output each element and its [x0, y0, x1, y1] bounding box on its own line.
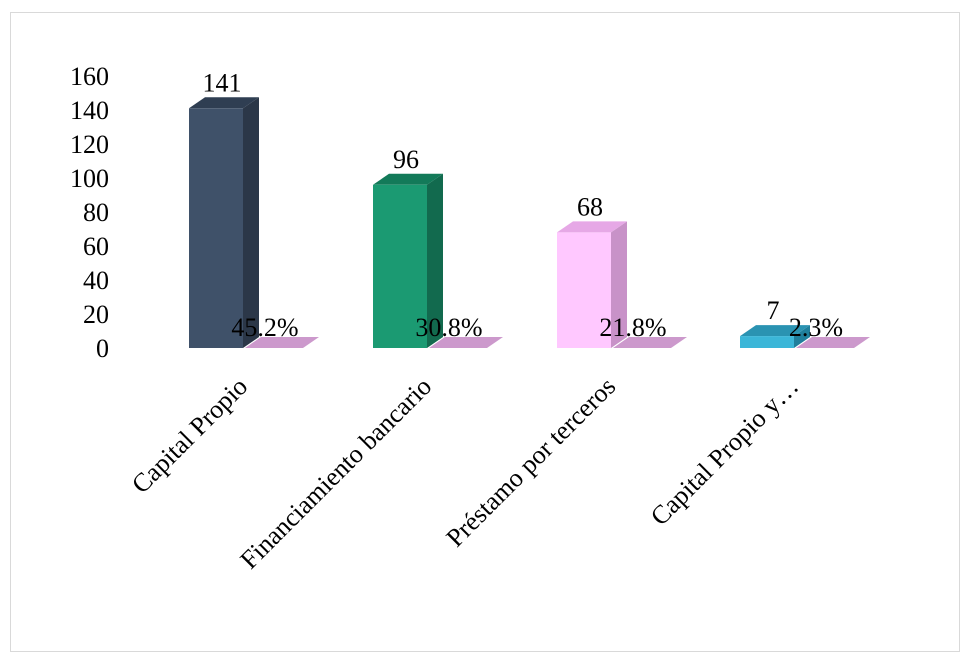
category-label: Capital Propio y…: [645, 372, 804, 531]
bar-top: [740, 325, 810, 337]
percent-label: 30.8%: [415, 313, 482, 342]
percent-bar: [613, 337, 687, 348]
y-tick-label: 60: [83, 232, 109, 261]
bar: [557, 232, 611, 348]
bar-side: [794, 325, 810, 348]
y-tick-label: 0: [96, 334, 109, 363]
bar: [740, 336, 794, 348]
data-labels-layer: 141 45.2% 96 30.8% 68 21.8% 7 2.3%: [203, 68, 844, 342]
bar-top: [557, 221, 627, 233]
bar: [373, 184, 427, 348]
bar-side: [427, 173, 443, 348]
y-tick-label: 40: [83, 266, 109, 295]
y-tick-label: 140: [70, 96, 109, 125]
count-label: 7: [767, 296, 780, 325]
percent-label: 45.2%: [231, 313, 298, 342]
category-label: Capital Propio: [126, 372, 253, 499]
bar: [189, 108, 243, 348]
y-tick-label: 20: [83, 300, 109, 329]
category-label: Préstamo por terceros: [440, 372, 621, 553]
y-tick-label: 120: [70, 130, 109, 159]
y-tick-label: 80: [83, 198, 109, 227]
chart-frame: 0 20 40 60 80 100 120 140 160 141 45.2% 96 30.8% 68 2…: [10, 12, 960, 652]
count-label: 141: [203, 68, 242, 97]
bar-group: [189, 97, 319, 348]
count-label: 96: [393, 145, 419, 174]
bar-top: [189, 97, 259, 109]
bars-layer: [189, 97, 870, 348]
percent-label: 21.8%: [599, 313, 666, 342]
bar-group: [557, 221, 687, 348]
y-tick-label: 160: [70, 62, 109, 91]
bar-group: [740, 325, 870, 348]
bar-side: [611, 221, 627, 348]
percent-bar: [796, 337, 870, 348]
bar-top: [373, 173, 443, 185]
percent-label: 2.3%: [789, 313, 843, 342]
bar-side: [243, 97, 259, 348]
percent-bar: [429, 337, 503, 348]
bar-group: [373, 173, 503, 348]
y-tick-label: 100: [70, 164, 109, 193]
y-axis: 0 20 40 60 80 100 120 140 160: [70, 62, 109, 363]
count-label: 68: [577, 192, 603, 221]
percent-bar: [245, 337, 319, 348]
category-label: Financiamiento bancario: [234, 372, 437, 575]
bar-chart: 0 20 40 60 80 100 120 140 160 141 45.2% 96 30.8% 68 2…: [70, 62, 870, 575]
